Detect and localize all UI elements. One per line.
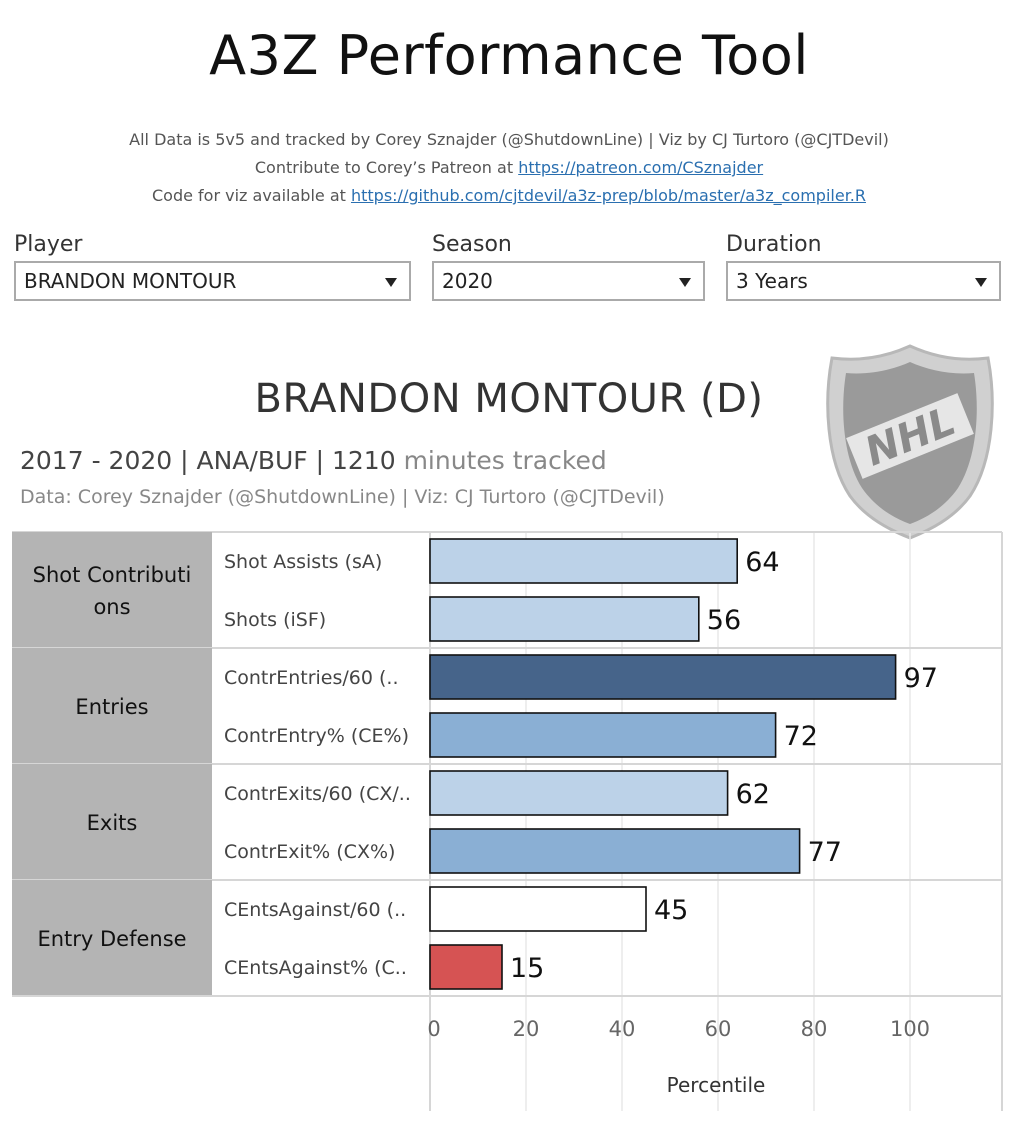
group-label: Shot Contributi — [33, 563, 192, 587]
x-tick-label: 0 — [427, 1017, 440, 1041]
player-meta: 2017 - 2020 | ANA/BUF | 1210 minutes tra… — [20, 446, 607, 475]
percentile-bar — [429, 886, 647, 932]
duration-dropdown-value: 3 Years — [736, 269, 808, 293]
season-dropdown-value: 2020 — [442, 269, 493, 293]
nhl-shield-logo: NHL — [826, 344, 994, 540]
bar-value-label: 45 — [654, 895, 688, 926]
bar-value-label: 15 — [510, 953, 544, 984]
code-line: Code for viz available at https://github… — [0, 182, 1018, 210]
code-prefix: Code for viz available at — [151, 186, 351, 205]
source-line: Data: Corey Sznajder (@ShutdownLine) | V… — [20, 486, 665, 508]
group-header-cell — [12, 648, 212, 764]
percentile-bar — [429, 712, 777, 758]
percentile-bar — [429, 654, 897, 700]
chevron-down-icon — [975, 278, 987, 287]
player-dropdown-value: BRANDON MONTOUR — [24, 269, 237, 293]
patreon-prefix: Contribute to Corey’s Patreon at — [254, 158, 519, 177]
x-tick-label: 60 — [705, 1017, 732, 1041]
season-dropdown[interactable]: 2020 — [432, 261, 705, 301]
percentile-bar — [429, 828, 801, 874]
group-label: Exits — [87, 811, 138, 835]
metric-label: ContrExit% (CX%) — [224, 841, 395, 863]
bar-value-label: 56 — [707, 605, 741, 636]
group-label: Entries — [75, 695, 148, 719]
metric-label: CEntsAgainst/60 (.. — [224, 899, 406, 921]
x-tick-label: 40 — [609, 1017, 636, 1041]
duration-filter: Duration 3 Years — [726, 232, 1001, 301]
tracked-years: 2017 - 2020 | — [20, 446, 189, 475]
teams: ANA/BUF — [196, 446, 308, 475]
duration-filter-label: Duration — [726, 232, 822, 257]
metric-label: ContrExits/60 (CX/.. — [224, 783, 411, 805]
group-label: Entry Defense — [37, 927, 186, 951]
group-header-cell — [12, 764, 212, 880]
bar-value-label: 72 — [784, 721, 818, 752]
group-header-cell — [12, 532, 212, 648]
percentile-bar — [429, 770, 729, 816]
chevron-down-icon — [385, 278, 397, 287]
bar-value-label: 64 — [745, 547, 779, 578]
player-filter: Player BRANDON MONTOUR — [14, 232, 411, 301]
x-tick-label: 20 — [513, 1017, 540, 1041]
chevron-down-icon — [679, 278, 691, 287]
code-link[interactable]: https://github.com/cjtdevil/a3z-prep/blo… — [350, 186, 866, 205]
group-label: ons — [93, 595, 130, 619]
metric-label: CEntsAgainst% (C.. — [224, 957, 407, 979]
metric-label: ContrEntry% (CE%) — [224, 725, 409, 747]
percentile-bar — [429, 944, 503, 990]
metric-label: ContrEntries/60 (.. — [224, 667, 398, 689]
metric-label: Shots (iSF) — [224, 609, 326, 631]
group-header-cell — [12, 880, 212, 996]
patreon-link[interactable]: https://patreon.com/CSznajder — [518, 158, 764, 177]
x-tick-label: 100 — [890, 1017, 930, 1041]
player-filter-label: Player — [14, 232, 83, 257]
player-dropdown[interactable]: BRANDON MONTOUR — [14, 261, 411, 301]
bar-value-label: 97 — [904, 663, 938, 694]
minutes-suffix: minutes tracked — [403, 446, 607, 475]
player-name-heading: BRANDON MONTOUR (D) — [254, 376, 764, 422]
bar-value-label: 77 — [808, 837, 842, 868]
credit-line: All Data is 5v5 and tracked by Corey Szn… — [129, 130, 889, 149]
metric-label: Shot Assists (sA) — [224, 551, 382, 573]
percentile-bar — [429, 538, 739, 584]
x-tick-label: 80 — [801, 1017, 828, 1041]
patreon-line: Contribute to Corey’s Patreon at https:/… — [0, 154, 1018, 182]
bar-value-label: 62 — [736, 779, 770, 810]
season-filter-label: Season — [432, 232, 512, 257]
page-title: A3Z Performance Tool — [209, 24, 809, 87]
x-axis-title: Percentile — [667, 1073, 766, 1097]
season-filter: Season 2020 — [432, 232, 705, 301]
percentile-bar — [429, 596, 700, 642]
duration-dropdown[interactable]: 3 Years — [726, 261, 1001, 301]
minutes-count: | 1210 — [315, 446, 396, 475]
credits-block: All Data is 5v5 and tracked by Corey Szn… — [0, 126, 1018, 210]
